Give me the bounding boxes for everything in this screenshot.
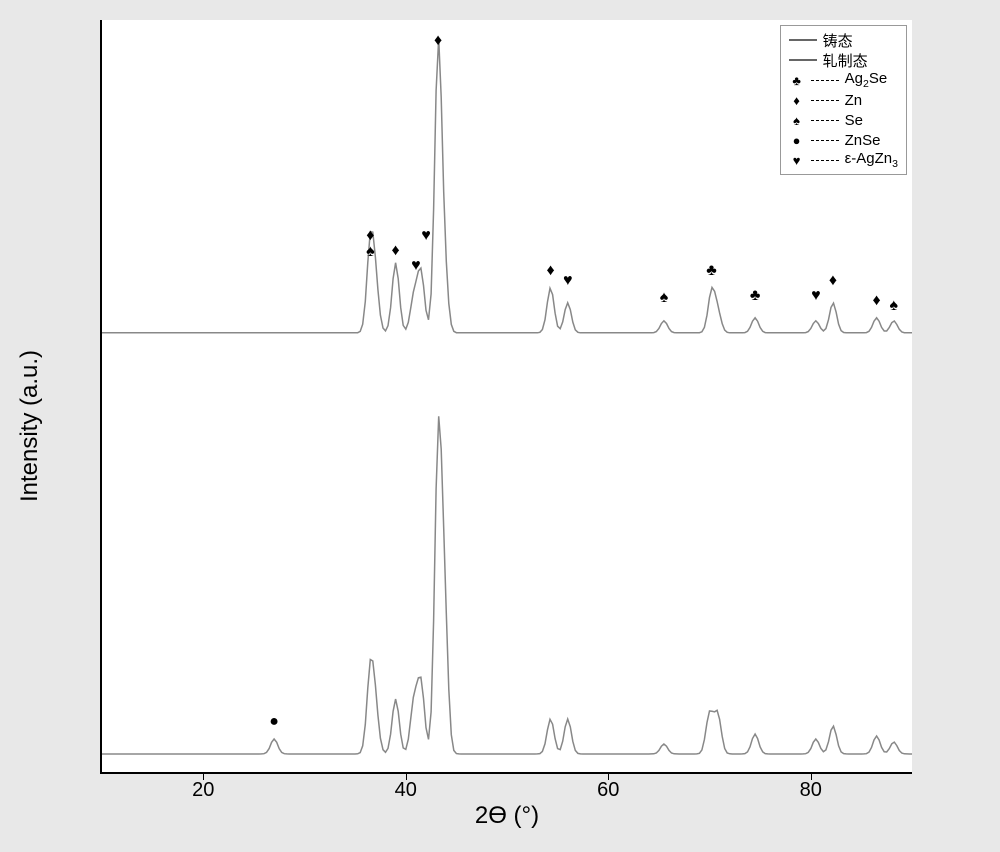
peak-marker: ♦	[392, 242, 400, 260]
legend-marker-swatch: ♠	[789, 113, 805, 128]
legend-marker-swatch: ♣	[789, 73, 805, 88]
peak-marker: ●	[269, 713, 279, 731]
plot-area: ♦♠♦♥♥♦♦♥♠♣♣♥♦♦♠● 20406080 铸态轧制态♣Ag2Se♦Zn…	[100, 20, 912, 774]
legend-label: Ag2Se	[845, 70, 888, 90]
peak-marker: ♥	[411, 257, 421, 275]
legend-label: ZnSe	[845, 132, 881, 149]
peak-marker: ♠	[366, 243, 375, 261]
legend-item: 铸态	[789, 30, 898, 50]
legend-item: ♦ Zn	[789, 90, 898, 110]
x-tick-label: 40	[395, 779, 417, 802]
x-tick-label: 20	[192, 779, 214, 802]
legend-line-swatch	[789, 39, 817, 41]
peak-marker: ♦	[829, 272, 837, 290]
legend-dash	[811, 100, 839, 101]
peak-marker: ♥	[421, 227, 431, 245]
legend: 铸态轧制态 ♣ Ag2Se ♦ Zn ♠ Se ● ZnSe ♥ ε-AgZn3	[780, 25, 907, 175]
legend-label: ε-AgZn3	[845, 150, 898, 170]
legend-item: ● ZnSe	[789, 130, 898, 150]
legend-label: Se	[845, 112, 863, 129]
legend-marker-swatch: ♥	[789, 153, 805, 168]
xrd-figure: ♦♠♦♥♥♦♦♥♠♣♣♥♦♦♠● 20406080 铸态轧制态♣Ag2Se♦Zn…	[0, 0, 1000, 852]
y-axis-label: Intensity (a.u.)	[16, 350, 44, 502]
peak-marker: ♦	[434, 32, 442, 50]
x-axis-label: 2ϴ (°)	[475, 802, 539, 830]
legend-marker-swatch: ♦	[789, 93, 805, 108]
peak-marker: ♠	[890, 297, 899, 315]
legend-item: ♣ Ag2Se	[789, 70, 898, 90]
x-tick-label: 80	[800, 779, 822, 802]
peak-marker: ♠	[660, 289, 669, 307]
legend-item: 轧制态	[789, 50, 898, 70]
legend-dash	[811, 160, 839, 161]
legend-dash	[811, 80, 839, 81]
peak-marker: ♥	[563, 272, 573, 290]
legend-line-swatch	[789, 59, 817, 61]
legend-label: 轧制态	[823, 50, 868, 71]
legend-dash	[811, 140, 839, 141]
peak-marker: ♦	[872, 292, 880, 310]
peak-marker: ♦	[546, 262, 554, 280]
peak-marker: ♥	[811, 287, 821, 305]
legend-item: ♥ ε-AgZn3	[789, 150, 898, 170]
x-tick-label: 60	[597, 779, 619, 802]
peak-marker: ♣	[706, 262, 717, 280]
peak-marker: ♣	[750, 287, 761, 305]
legend-dash	[811, 120, 839, 121]
legend-label: Zn	[845, 92, 863, 109]
legend-marker-swatch: ●	[789, 133, 805, 148]
legend-item: ♠ Se	[789, 110, 898, 130]
legend-label: 铸态	[823, 30, 853, 51]
